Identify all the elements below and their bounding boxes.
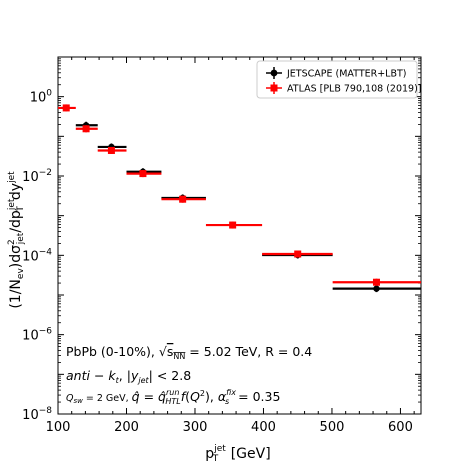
atlas-point bbox=[107, 146, 115, 154]
y-tick-label: 10−4 bbox=[22, 247, 52, 264]
legend-box bbox=[256, 60, 418, 99]
legend-atlas-label: ATLAS [PLB 790,108 (2019)] bbox=[287, 84, 422, 95]
y-tick-label: 100 bbox=[30, 89, 53, 106]
plot-area: 100 200 300 400 500 600 100 10−2 10−4 10−6 10−8 bbox=[22, 56, 422, 435]
atlas-point bbox=[62, 104, 70, 112]
legend: JETSCAPE (MATTER+LBT) ATLAS [PLB 790,108… bbox=[256, 60, 422, 99]
atlas-point bbox=[294, 250, 302, 258]
atlas-point bbox=[179, 195, 187, 203]
jetscape-point bbox=[373, 285, 380, 292]
legend-atlas-marker bbox=[270, 84, 278, 92]
plot-frame bbox=[57, 56, 422, 415]
annotation-algorithm: anti − kt, |yjet| < 2.8 bbox=[66, 368, 191, 385]
y-tick-label: 10−8 bbox=[22, 406, 52, 423]
x-tick-label: 400 bbox=[251, 420, 276, 435]
x-tick-label: 500 bbox=[320, 420, 345, 435]
y-tick-label: 10−2 bbox=[22, 168, 52, 185]
x-tick-label: 300 bbox=[183, 420, 208, 435]
x-axis-label: pjet T [GeV] bbox=[205, 444, 270, 464]
atlas-point bbox=[229, 221, 237, 229]
atlas-point bbox=[372, 278, 380, 286]
legend-jetscape-marker bbox=[270, 69, 278, 77]
x-tick-label: 100 bbox=[46, 420, 71, 435]
legend-jetscape-label: JETSCAPE (MATTER+LBT) bbox=[286, 69, 407, 80]
x-tick-label: 600 bbox=[388, 420, 413, 435]
y-axis-label: (1/Nev)dσ2jet/dpjetTdyjet bbox=[7, 171, 26, 309]
y-tick-label: 10−6 bbox=[22, 327, 52, 344]
x-tick-label: 200 bbox=[114, 420, 139, 435]
atlas-point bbox=[82, 125, 90, 133]
annotation-parameters: Qsw = 2 GeV, q̂ = q̂run HTLf(Q2), αfix s =… bbox=[66, 388, 280, 406]
atlas-point bbox=[139, 170, 147, 178]
annotation-collision: PbPb (0-10%), √sNN = 5.02 TeV, R = 0.4 bbox=[66, 344, 312, 361]
